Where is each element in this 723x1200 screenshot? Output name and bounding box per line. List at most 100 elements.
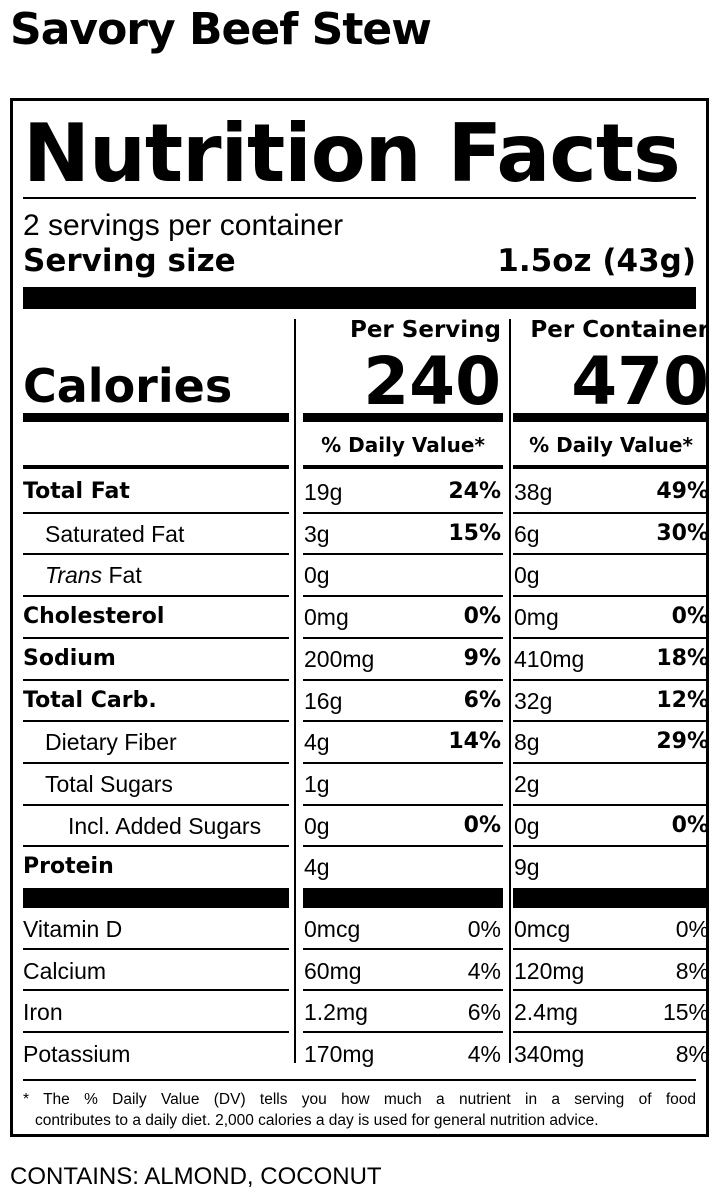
row-divider-1 — [303, 595, 503, 598]
nutrient-name: Dietary Fiber — [45, 729, 177, 756]
row-divider-0 — [23, 720, 289, 723]
container-daily-value: 49% — [656, 479, 709, 504]
row-divider-0 — [23, 636, 289, 639]
container-daily-value: 29% — [656, 729, 709, 755]
serving-amount: 4g — [304, 729, 330, 756]
vitamin-name: Iron — [23, 999, 63, 1025]
vitamin-name: Vitamin D — [23, 916, 123, 942]
row-divider-1 — [303, 636, 503, 639]
serving-size-row: Serving size 1.5oz (43g) — [23, 243, 696, 279]
row-divider-1 — [303, 845, 503, 848]
nutrition-facts-label: Nutrition Facts 2 servings per container… — [10, 98, 709, 1137]
nutrient-name: Incl. Added Sugars — [68, 812, 262, 839]
container-amount: 8g — [514, 729, 540, 756]
vitamin-thick-bar-2 — [513, 888, 709, 908]
vitamin-row-divider-0 — [23, 1030, 289, 1033]
container-amount: 340mg — [514, 1040, 585, 1067]
row-divider-1 — [303, 761, 503, 764]
row-divider-2 — [513, 511, 709, 514]
container-amount: 0g — [514, 812, 540, 839]
vitamin-row-divider-0 — [23, 989, 289, 991]
container-amount: 32g — [514, 687, 553, 714]
vitamin-row-divider-2 — [513, 1030, 709, 1033]
serving-daily-value: 4% — [467, 1040, 501, 1067]
container-daily-value: 8% — [675, 1040, 709, 1067]
row-divider-0 — [23, 803, 289, 806]
serving-amount: 4g — [304, 854, 330, 881]
serving-daily-value: 0% — [467, 916, 501, 942]
serving-amount: 0mg — [304, 604, 349, 631]
divider — [23, 197, 696, 199]
container-daily-value: 0% — [675, 916, 709, 942]
column-divider-left — [294, 319, 296, 1063]
servings-per-container: 2 servings per container — [23, 209, 344, 242]
container-amount: 2.4mg — [514, 999, 578, 1025]
nutrient-name: Cholesterol — [23, 604, 165, 630]
vitamin-thick-bar-0 — [23, 888, 289, 908]
row-divider-2 — [513, 595, 709, 598]
dv-bar-mid — [303, 465, 503, 469]
container-amount: 6g — [514, 520, 540, 547]
row-divider-0 — [23, 595, 289, 598]
serving-amount: 3g — [304, 520, 330, 547]
container-daily-value: 30% — [656, 520, 709, 546]
row-divider-0 — [23, 511, 289, 514]
serving-daily-value: 14% — [448, 729, 501, 755]
vitamin-name: Calcium — [23, 957, 107, 984]
row-divider-2 — [513, 803, 709, 806]
container-daily-value: 18% — [656, 645, 709, 671]
product-title: Savory Beef Stew — [10, 4, 432, 55]
container-amount: 38g — [514, 479, 553, 505]
dv-bar-left — [23, 465, 289, 469]
row-divider-2 — [513, 678, 709, 681]
calories-bar-mid — [303, 413, 503, 422]
serving-daily-value: 0% — [463, 812, 501, 838]
serving-daily-value: 24% — [448, 479, 501, 504]
vitamin-row-divider-1 — [303, 1030, 503, 1033]
container-daily-value: 12% — [656, 687, 709, 713]
container-amount: 120mg — [514, 957, 585, 984]
calories-per-container: 470 — [571, 343, 709, 420]
nutrient-name: Total Carb. — [23, 687, 157, 713]
nutrient-name: Saturated Fat — [45, 520, 185, 547]
calories-bar-left — [23, 413, 289, 422]
serving-amount: 170mg — [304, 1040, 375, 1067]
row-divider-2 — [513, 845, 709, 848]
serving-daily-value: 6% — [467, 999, 501, 1025]
column-divider-right — [509, 319, 511, 1063]
nutrient-name-italic: Trans — [45, 562, 103, 589]
row-divider-1 — [303, 678, 503, 681]
serving-daily-value: 0% — [463, 604, 501, 630]
vitamin-name: Potassium — [23, 1040, 131, 1067]
row-divider-2 — [513, 761, 709, 764]
per-container-header: Per Container — [530, 317, 709, 343]
row-divider-2 — [513, 720, 709, 723]
calories-bar-right — [513, 413, 709, 422]
serving-daily-value: 4% — [467, 957, 501, 984]
daily-value-header-serving: % Daily Value* — [321, 433, 485, 457]
container-amount: 410mg — [514, 645, 585, 672]
calories-label: Calories — [23, 359, 233, 413]
nutrient-name-rest: Fat — [102, 562, 142, 589]
serving-amount: 1g — [304, 770, 330, 797]
nutrition-facts-heading: Nutrition Facts — [23, 107, 681, 200]
serving-daily-value: 15% — [448, 520, 501, 546]
container-amount: 0g — [514, 562, 540, 589]
row-divider-2 — [513, 636, 709, 639]
container-daily-value: 0% — [671, 604, 709, 630]
vitamin-row-divider-1 — [303, 989, 503, 991]
footnote-line-2: contributes to a daily diet. 2,000 calor… — [35, 1112, 599, 1129]
row-divider-0 — [23, 553, 289, 556]
row-divider-1 — [303, 803, 503, 806]
serving-amount: 200mg — [304, 645, 375, 672]
serving-daily-value: 6% — [463, 687, 501, 713]
row-divider-1 — [303, 720, 503, 723]
per-serving-header: Per Serving — [349, 317, 501, 343]
serving-size-label: Serving size — [23, 243, 236, 279]
vitamin-row-divider-0 — [23, 947, 289, 950]
serving-daily-value: 9% — [463, 645, 501, 671]
vitamin-row-divider-1 — [303, 947, 503, 950]
footnote: * The % Daily Value (DV) tells you how m… — [23, 1089, 696, 1131]
serving-amount: 0g — [304, 812, 330, 839]
container-amount: 0mcg — [514, 916, 571, 942]
